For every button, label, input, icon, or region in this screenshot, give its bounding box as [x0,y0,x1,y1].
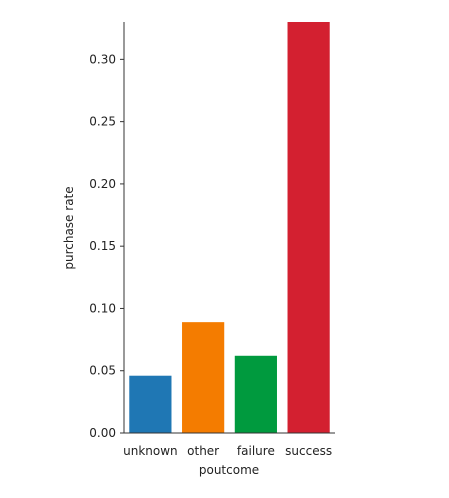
x-tick-label-success: success [285,444,332,458]
x-tick-label-other: other [187,444,219,458]
bar-other [182,322,225,433]
y-tick-label: 0.25 [89,115,116,129]
y-tick-label: 0.05 [89,364,116,378]
bar-success [287,22,330,433]
bar-unknown [129,375,172,433]
y-ticks-group: 0.00 0.05 0.10 0.15 0.20 0.25 0.30 [89,52,124,440]
y-tick-label: 0.20 [89,177,116,191]
x-tick-label-failure: failure [237,444,275,458]
x-tick-label-unknown: unknown [123,444,178,458]
x-labels-group: unknown other failure success [123,444,332,458]
y-tick-label: 0.10 [89,301,116,315]
y-tick-label: 0.15 [89,239,116,253]
y-axis-title: purchase rate [62,186,76,269]
y-tick-label: 0.30 [89,52,116,66]
bar-failure [234,355,277,433]
y-tick-label: 0.00 [89,426,116,440]
bars-group [129,22,330,433]
x-axis-title: poutcome [199,463,259,477]
